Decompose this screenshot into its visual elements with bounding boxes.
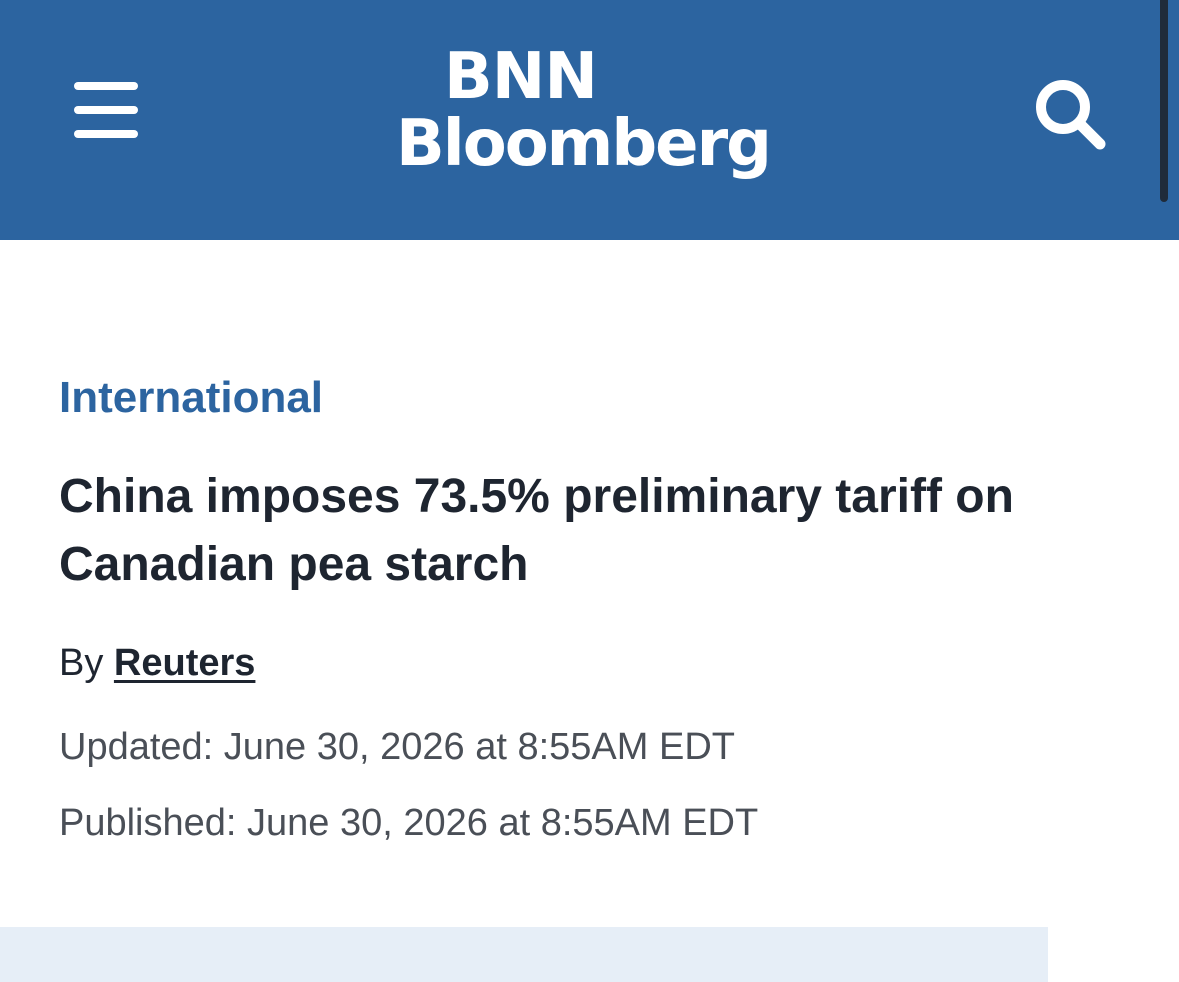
search-button[interactable] (1030, 74, 1110, 154)
updated-timestamp: Updated: June 30, 2026 at 8:55AM EDT (59, 726, 735, 768)
published-timestamp: Published: June 30, 2026 at 8:55AM EDT (59, 802, 759, 844)
article-byline: By Reuters (59, 640, 255, 686)
scrollbar[interactable] (1160, 0, 1168, 202)
byline-prefix: By (59, 642, 104, 684)
article-headline: China imposes 73.5% preliminary tariff o… (59, 470, 1014, 591)
ad-banner (0, 927, 1048, 982)
menu-button[interactable] (74, 82, 140, 140)
article-category-link[interactable]: International (59, 373, 324, 422)
search-icon (1036, 80, 1106, 150)
logo-line-bnn: BNN (444, 40, 598, 114)
site-logo[interactable]: BNN Bloomberg (396, 42, 796, 192)
site-header: BNN Bloomberg (0, 0, 1179, 240)
logo-line-bloomberg: Bloomberg (396, 107, 772, 181)
author-link[interactable]: Reuters (113, 642, 256, 684)
